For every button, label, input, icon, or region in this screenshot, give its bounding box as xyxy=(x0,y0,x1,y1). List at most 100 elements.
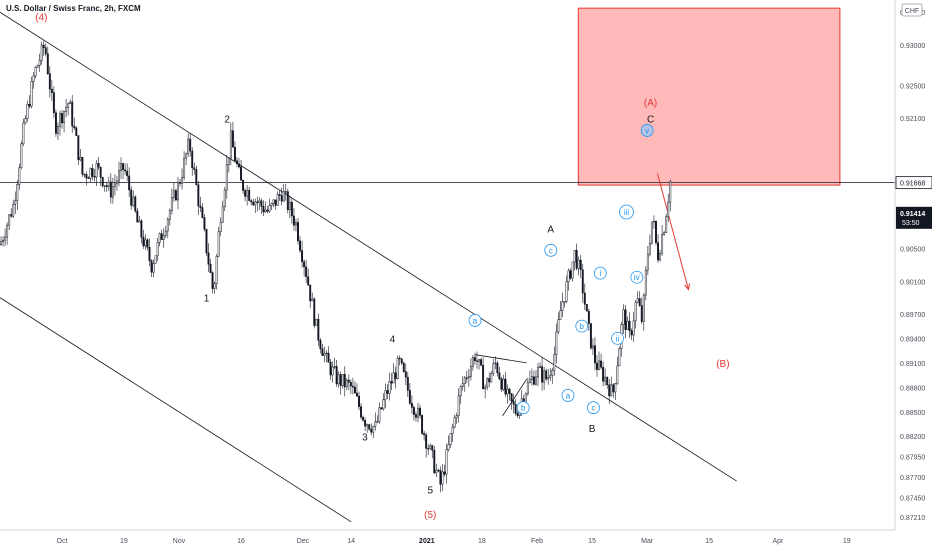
candle xyxy=(83,173,86,176)
candle xyxy=(535,376,537,385)
candle xyxy=(473,357,476,362)
candle xyxy=(545,370,548,380)
candle xyxy=(144,239,147,247)
candle xyxy=(12,204,15,217)
candle xyxy=(248,189,251,201)
candle xyxy=(471,357,474,367)
projection-arrow[interactable] xyxy=(656,173,689,290)
candle xyxy=(26,103,29,119)
candle xyxy=(482,364,485,390)
candle xyxy=(57,126,59,134)
y-tick-label: 0.89400 xyxy=(900,336,925,343)
candle xyxy=(608,384,611,397)
currency-badge-box[interactable] xyxy=(901,3,923,17)
candle xyxy=(628,320,631,331)
candle xyxy=(502,378,505,390)
candle xyxy=(539,366,542,368)
candle xyxy=(61,113,64,124)
candle xyxy=(504,378,507,395)
candle xyxy=(561,301,564,311)
candle xyxy=(587,310,590,324)
candle xyxy=(284,191,287,193)
candle xyxy=(158,233,161,243)
candle xyxy=(659,252,662,261)
wave-label: 5 xyxy=(428,485,434,496)
candle xyxy=(347,379,350,383)
countdown-label: 53:50 xyxy=(902,220,920,227)
candle xyxy=(412,407,415,415)
candle xyxy=(543,370,546,383)
candle xyxy=(227,157,230,165)
candle xyxy=(596,362,598,370)
candle xyxy=(370,428,373,433)
candle xyxy=(368,424,371,430)
candle xyxy=(551,370,554,376)
circle-wave-label: b xyxy=(575,319,589,333)
target-zone-layer xyxy=(577,7,841,186)
candle xyxy=(467,376,470,379)
y-tick-label: 0.87950 xyxy=(900,455,925,462)
candle xyxy=(410,403,413,408)
candle xyxy=(126,170,129,177)
candle xyxy=(632,320,635,336)
candle xyxy=(244,190,247,197)
candle xyxy=(425,434,428,449)
candle xyxy=(423,433,426,436)
lower-channel-line[interactable] xyxy=(0,297,352,523)
candle xyxy=(569,270,572,279)
candle xyxy=(439,470,442,485)
candle xyxy=(260,200,263,207)
candle xyxy=(567,270,570,282)
candle xyxy=(266,209,269,212)
y-tick-label: 0.87700 xyxy=(900,475,925,482)
x-tick-label: 15 xyxy=(705,538,713,545)
candle xyxy=(646,253,649,271)
candle xyxy=(555,331,558,355)
candle xyxy=(107,181,110,187)
candle xyxy=(111,186,114,198)
circle-wave-label: a xyxy=(561,389,575,402)
candle xyxy=(453,417,456,428)
candle xyxy=(376,421,379,423)
candle xyxy=(514,403,517,414)
circle-wave-label: iv xyxy=(630,270,644,284)
y-tick-label: 0.90100 xyxy=(900,279,925,286)
circle-label-text: ii xyxy=(616,334,620,343)
circle-label-ring xyxy=(587,401,600,415)
candle xyxy=(591,345,594,349)
candle xyxy=(252,201,255,206)
candle xyxy=(120,163,122,172)
candle xyxy=(335,366,338,385)
last-price-tag: 0.91414 xyxy=(900,211,925,218)
candle xyxy=(183,157,186,178)
upper-trendline[interactable] xyxy=(0,11,737,482)
candle xyxy=(602,367,605,382)
circle-label-ring xyxy=(619,204,634,220)
x-tick-label: 18 xyxy=(478,538,486,545)
candle xyxy=(553,354,556,371)
triangle-top[interactable] xyxy=(474,354,527,364)
candle xyxy=(142,236,145,247)
circle-label-ring xyxy=(575,319,589,333)
triangle-bottom[interactable] xyxy=(502,378,528,417)
candle xyxy=(77,135,80,161)
candle xyxy=(353,386,356,394)
candle xyxy=(616,365,619,384)
candle xyxy=(48,73,51,90)
candle xyxy=(492,363,495,374)
circle-label-text: b xyxy=(521,404,526,413)
candle xyxy=(140,220,143,238)
candle xyxy=(22,122,25,145)
candle xyxy=(130,189,133,206)
currency-badge[interactable]: CHF xyxy=(905,8,919,15)
x-tick-label: 19 xyxy=(120,538,128,545)
candle xyxy=(441,471,444,485)
candle xyxy=(0,241,2,245)
target-zone xyxy=(577,7,841,186)
candle xyxy=(181,177,184,184)
candle xyxy=(290,202,293,217)
wave-label: C xyxy=(647,114,654,125)
